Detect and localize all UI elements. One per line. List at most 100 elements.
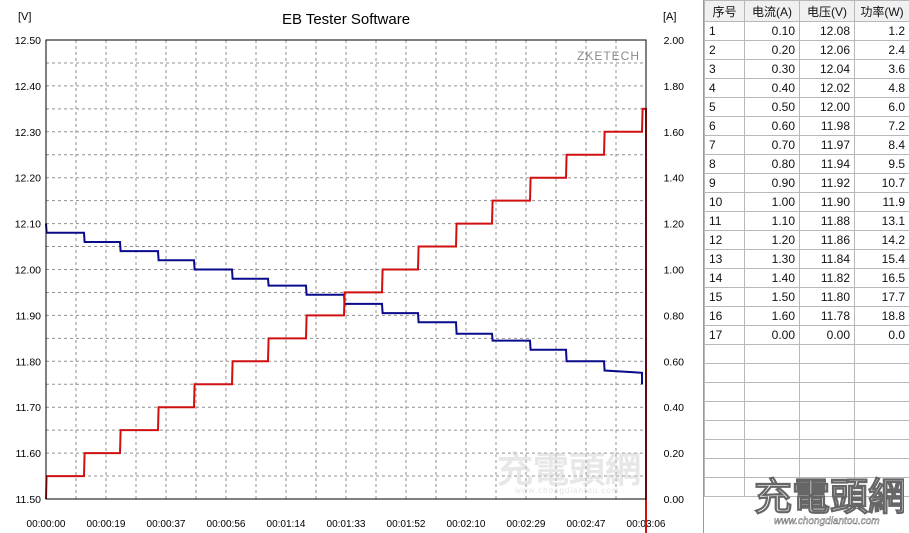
table-row: 13 1.30 11.84 15.4	[704, 249, 909, 269]
plot-frame	[45, 39, 647, 500]
table-header-cell: 功率(W)	[854, 0, 909, 22]
table-row: 3 0.30 12.04 3.6	[704, 59, 909, 79]
table-cell: 1.60	[744, 306, 800, 326]
table-row: 5 0.50 12.00 6.0	[704, 97, 909, 117]
table-cell	[704, 458, 745, 478]
table-cell: 17.7	[854, 287, 909, 307]
table-row: 6 0.60 11.98 7.2	[704, 116, 909, 136]
table-row-empty	[704, 382, 909, 402]
table-cell: 0.80	[744, 154, 800, 174]
table-row: 9 0.90 11.92 10.7	[704, 173, 909, 193]
table-cell: 15.4	[854, 249, 909, 269]
table-cell: 11	[704, 211, 745, 231]
table-cell: 12.06	[799, 40, 855, 60]
left-axis-tick-label: 11.70	[16, 402, 42, 414]
table-cell: 11.90	[799, 192, 855, 212]
table-cell: 7.2	[854, 116, 909, 136]
left-axis-tick-label: 12.00	[15, 265, 41, 277]
table-row: 17 0.00 0.00 0.0	[704, 325, 909, 345]
table-cell: 7	[704, 135, 745, 155]
table-cell: 1.30	[744, 249, 800, 269]
table-cell: 12.04	[799, 59, 855, 79]
table-cell: 11.98	[799, 116, 855, 136]
table-cell	[799, 439, 855, 459]
axis-ticks: 11.50 11.60 11.70 11.80 11.90 12.00 12.10 12.20…	[15, 35, 684, 530]
table-cell: 0.50	[744, 97, 800, 117]
x-axis-tick-label: 00:00:37	[147, 519, 186, 530]
table-cell: 4	[704, 78, 745, 98]
table-row: 1 0.10 12.08 1.2	[704, 21, 909, 41]
right-axis-unit: [A]	[663, 11, 676, 23]
table-cell	[704, 477, 745, 497]
table-cell: 6.0	[854, 97, 909, 117]
watermark: 充電頭網 www.chongdiantou.com	[754, 477, 905, 528]
table-cell	[744, 363, 800, 383]
chart-watermark-logo: 充電頭網	[497, 449, 641, 490]
table-row: 12 1.20 11.86 14.2	[704, 230, 909, 250]
table-cell: 14	[704, 268, 745, 288]
chart-watermark: 充電頭網 www.chongdiantou.com	[497, 449, 641, 495]
table-cell: 0.00	[744, 325, 800, 345]
chart-title: EB Tester Software	[282, 11, 410, 28]
left-axis-tick-label: 12.40	[15, 81, 41, 93]
brand-label: ZKETECH	[577, 49, 640, 63]
x-axis-tick-label: 00:00:56	[207, 519, 246, 530]
table-cell	[704, 344, 745, 364]
table-cell	[744, 344, 800, 364]
table-cell: 8.4	[854, 135, 909, 155]
table-cell: 11.86	[799, 230, 855, 250]
table-header-cell: 序号	[704, 0, 745, 22]
table-cell	[704, 401, 745, 421]
left-axis-tick-label: 12.30	[15, 127, 41, 139]
table-cell: 1.20	[744, 230, 800, 250]
table-cell: 0.60	[744, 116, 800, 136]
chart-area: EB Tester Software [V] [A] ZKETECH 11.50…	[14, 11, 685, 533]
table-cell: 0.70	[744, 135, 800, 155]
table-cell: 10	[704, 192, 745, 212]
table-cell: 4.8	[854, 78, 909, 98]
table-cell: 0.30	[744, 59, 800, 79]
table-cell	[744, 439, 800, 459]
table-cell: 12.08	[799, 21, 855, 41]
x-axis-tick-label: 00:02:10	[447, 519, 486, 530]
x-axis-tick-label: 00:01:33	[327, 519, 366, 530]
table-cell: 11.82	[799, 268, 855, 288]
x-axis-tick-label: 00:01:14	[267, 519, 306, 530]
table-cell	[799, 420, 855, 440]
table-cell	[854, 401, 909, 421]
table-cell: 12.02	[799, 78, 855, 98]
table-cell: 11.92	[799, 173, 855, 193]
table-cell: 0.10	[744, 21, 800, 41]
table-row: 10 1.00 11.90 11.9	[704, 192, 909, 212]
table-row: 11 1.10 11.88 13.1	[704, 211, 909, 231]
table-cell: 1.00	[744, 192, 800, 212]
table-cell: 17	[704, 325, 745, 345]
table-cell	[704, 420, 745, 440]
table-cell	[799, 363, 855, 383]
table-cell: 0.20	[744, 40, 800, 60]
table-cell	[854, 439, 909, 459]
table-row-empty	[704, 363, 909, 383]
table-cell: 0.0	[854, 325, 909, 345]
series-layer	[45, 107, 647, 533]
table-cell: 11.9	[854, 192, 909, 212]
table-cell	[744, 401, 800, 421]
table-cell: 12.00	[799, 97, 855, 117]
table-cell: 1	[704, 21, 745, 41]
table-row: 14 1.40 11.82 16.5	[704, 268, 909, 288]
table-cell	[799, 382, 855, 402]
table-cell: 3.6	[854, 59, 909, 79]
table-cell: 1.10	[744, 211, 800, 231]
table-cell: 8	[704, 154, 745, 174]
left-axis-tick-label: 11.80	[16, 356, 42, 368]
right-axis-tick-label: 1.60	[664, 127, 685, 139]
watermark-logo: 充電頭網	[754, 477, 904, 519]
table-cell: 13.1	[854, 211, 909, 231]
table-cell: 12	[704, 230, 745, 250]
table-cell: 2.4	[854, 40, 909, 60]
table-row: 4 0.40 12.02 4.8	[704, 78, 909, 98]
right-axis-tick-label: 0.40	[664, 402, 685, 414]
right-axis-tick-label: 0.80	[664, 310, 685, 322]
data-table-panel: 序号 电流(A) 电压(V) 功率(W) 1 0.10 12.08 1.2 2 0.20 12.0…	[703, 0, 909, 533]
table-header-row: 序号 电流(A) 电压(V) 功率(W)	[704, 0, 909, 22]
